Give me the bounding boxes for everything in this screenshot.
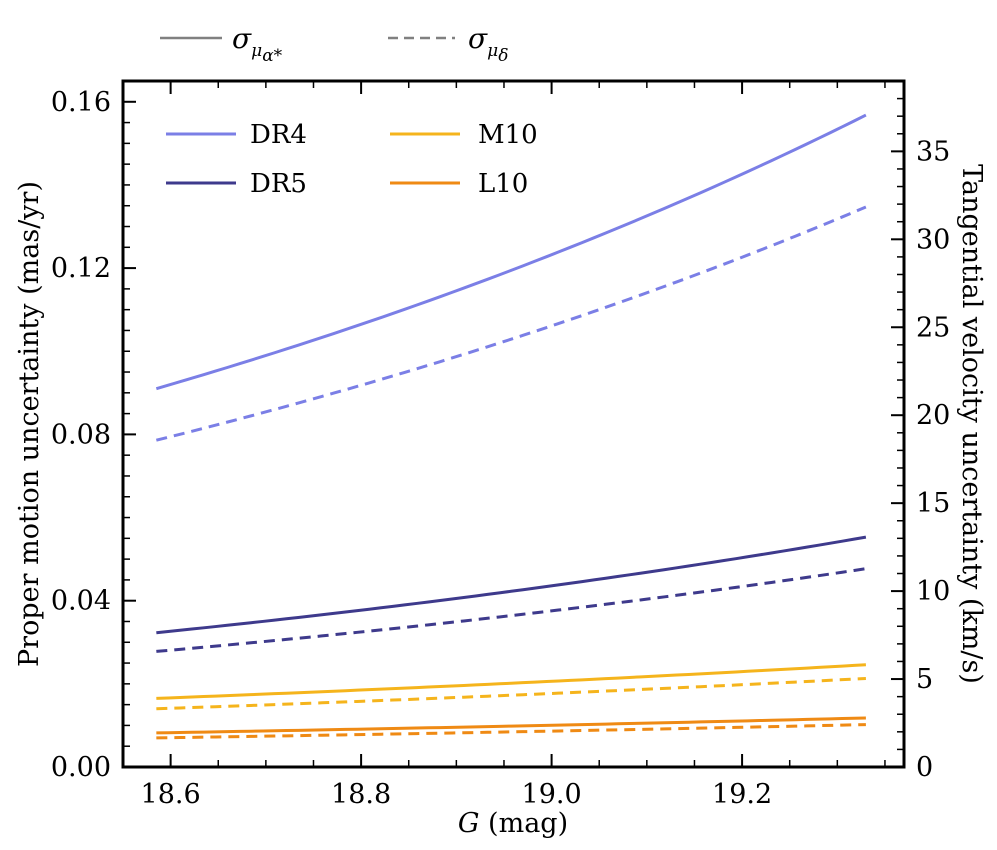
series-l10-pmra — [156, 716, 866, 735]
series-lines — [155, 113, 867, 740]
x-tick-label-3: 19.2 — [712, 779, 772, 810]
y2-tick-label-7: 35 — [916, 136, 950, 167]
series-dr5-pmra — [156, 535, 867, 635]
y2-tick-label-3: 15 — [916, 488, 950, 519]
legend-label-dr5: DR5 — [250, 169, 307, 199]
style-legend-solid-label: σμα* — [232, 22, 283, 66]
y-axis-title: Proper motion uncertainty (mas/yr) — [14, 181, 45, 667]
style-legend-dashed-label: σμδ — [468, 22, 508, 66]
y2-tick-label-6: 30 — [916, 224, 950, 255]
x-tick-label-1: 18.8 — [331, 779, 391, 810]
ticks: 18.6 18.8 19.0 19.2 0.00 0.04 0.08 0.12 0.16 0 5 10… — [51, 81, 950, 810]
y-tick-label-3: 0.12 — [51, 253, 111, 284]
x-tick-label-2: 19.0 — [522, 779, 582, 810]
y-tick-label-4: 0.16 — [51, 87, 111, 118]
series-dr4-pmdec — [155, 205, 867, 442]
y2-tick-label-5: 25 — [916, 312, 950, 343]
legend-label-l10: L10 — [478, 169, 528, 199]
y2-tick-label-4: 20 — [916, 400, 950, 431]
y2-tick-label-2: 10 — [916, 576, 950, 607]
y-tick-label-0: 0.00 — [51, 752, 111, 783]
series-dr4-pmra — [155, 113, 867, 391]
y2-axis-title: Tangential velocity uncertainty (km/s) — [956, 164, 987, 684]
y2-tick-label-0: 0 — [916, 752, 933, 783]
legend-label-dr4: DR4 — [250, 120, 307, 150]
y-tick-label-1: 0.04 — [51, 586, 111, 617]
series-m10-pmra — [156, 663, 866, 700]
y-tick-label-2: 0.08 — [51, 419, 111, 450]
legend-label-m10: M10 — [478, 120, 538, 150]
x-axis-title: G (mag) — [458, 808, 568, 839]
series-legend: DR4 DR5 M10 L10 — [166, 120, 538, 199]
series-dr5-pmdec — [156, 567, 867, 653]
y2-tick-label-1: 5 — [916, 664, 933, 695]
x-tick-label-0: 18.6 — [141, 779, 201, 810]
style-legend: σμα* σμδ — [160, 22, 508, 66]
series-l10-pmdec — [156, 723, 866, 740]
plot-frame — [121, 79, 906, 769]
series-m10-pmdec — [156, 676, 866, 711]
